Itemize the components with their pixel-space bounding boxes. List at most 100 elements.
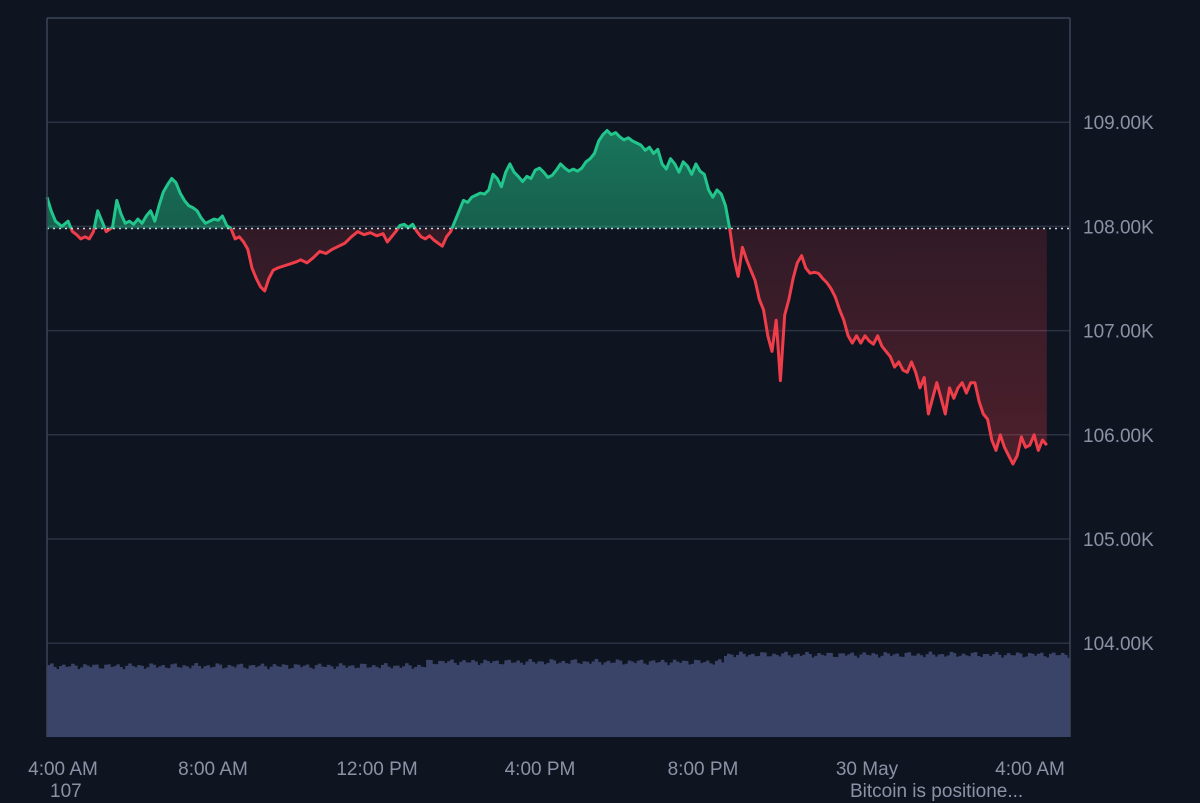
volume-bar (74, 665, 78, 737)
volume-bar (386, 666, 391, 737)
y-tick-label: 108.00K (1083, 217, 1154, 238)
volume-bar (642, 663, 647, 737)
volume-bar (711, 664, 716, 737)
volume-bar (660, 659, 665, 737)
volume-bar (678, 662, 683, 737)
volume-bar (429, 660, 433, 737)
volume-bar (603, 662, 608, 737)
volume-bar (417, 664, 421, 737)
volume-bar (462, 660, 466, 737)
volume-bar (92, 664, 96, 737)
volume-bar (116, 664, 120, 737)
volume-bar (471, 659, 475, 737)
volume-bar (1000, 657, 1005, 737)
volume-bar (477, 664, 481, 737)
volume-bar (302, 665, 307, 737)
volume-bar (922, 657, 927, 737)
volume-bar (799, 655, 803, 737)
volume-bar (835, 657, 839, 737)
volume-bar (681, 660, 686, 737)
volume-bar (669, 662, 674, 737)
volume-bar (811, 657, 815, 737)
volume-bar (314, 665, 319, 737)
volume-bar (1063, 654, 1068, 737)
volume-bar (393, 665, 397, 737)
volume-bar (862, 652, 866, 737)
volume-bar (585, 661, 590, 737)
volume-bar (492, 661, 496, 737)
volume-bar (606, 660, 611, 737)
volume-bar (59, 666, 63, 737)
volume-bar (245, 668, 250, 737)
volume-bar (757, 655, 761, 737)
volume-bar (663, 662, 668, 737)
volume-bar (690, 663, 695, 737)
volume-bar (633, 663, 638, 737)
volume-bar (844, 655, 848, 737)
volume-bar (955, 656, 960, 737)
volume-bar (209, 667, 214, 737)
volume-bar (910, 655, 915, 737)
volume-bar (359, 663, 364, 737)
volume-bar (390, 668, 394, 737)
volume-bar (131, 666, 135, 737)
volume-bar (754, 656, 758, 737)
volume-bar (826, 652, 830, 737)
volume-bar (675, 661, 680, 737)
volume-bar (104, 664, 108, 737)
volume-bar (143, 668, 147, 737)
footer-news-snippet[interactable]: Bitcoin is positione... (850, 781, 1024, 802)
volume-bar (56, 669, 60, 737)
volume-bar (1066, 657, 1071, 737)
volume-bar (612, 662, 617, 737)
volume-bar (194, 663, 199, 737)
volume-bar (170, 664, 174, 737)
volume-bar (299, 667, 304, 737)
volume-bar (760, 652, 764, 737)
volume-bar (564, 663, 569, 737)
volume-bar (53, 666, 57, 737)
volume-bar (242, 667, 247, 737)
volume-bar (362, 664, 367, 737)
volume-bar (781, 653, 785, 737)
volume-bar (1006, 653, 1011, 737)
volume-bar (555, 663, 560, 737)
volume-bar (71, 663, 75, 737)
volume-bar (1042, 656, 1047, 737)
volume-bar (714, 660, 719, 737)
volume-bar (227, 664, 232, 737)
area-fills (47, 130, 1047, 464)
volume-bar (775, 654, 779, 737)
volume-bar (377, 668, 382, 737)
volume-bar (708, 663, 713, 737)
volume-bar (609, 662, 614, 737)
volume-bar (278, 666, 283, 737)
plot-frame (46, 17, 1071, 737)
volume-bar (907, 652, 912, 737)
volume-bar (212, 666, 217, 737)
volume-bar (865, 654, 870, 737)
volume-bar (657, 662, 662, 737)
volume-bar (940, 654, 945, 737)
volume-bar (615, 659, 620, 737)
volume-bar (853, 655, 857, 737)
x-tick-label: 12:00 PM (336, 759, 417, 780)
volume-bar (579, 663, 584, 737)
volume-bar (705, 660, 710, 737)
y-tick-label: 107.00K (1083, 322, 1154, 343)
volume-bar (543, 664, 548, 737)
volume-bar (991, 654, 996, 737)
volume-bar (167, 668, 171, 737)
volume-bar (832, 656, 836, 737)
footer-left-text: 107 (50, 781, 82, 802)
volume-bar (687, 664, 692, 737)
volume-bar (86, 665, 90, 737)
volume-bar (350, 665, 355, 737)
volume-bar (230, 666, 235, 737)
volume-bar (925, 654, 930, 737)
volume-bar (317, 663, 322, 737)
volume-bar (733, 657, 737, 737)
volume-bar (435, 664, 439, 737)
volume-bar (498, 664, 502, 737)
